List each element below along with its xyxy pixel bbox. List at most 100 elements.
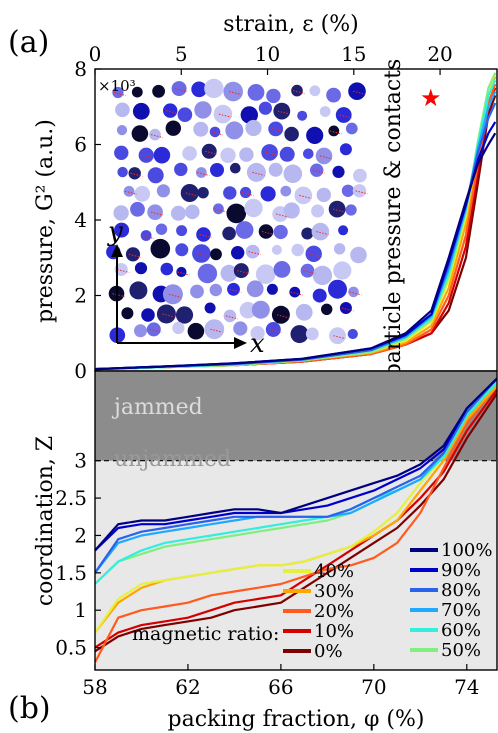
particle [195, 167, 207, 178]
particle [223, 309, 237, 323]
contact-chain [237, 270, 250, 275]
coordination-line-20pct [95, 385, 497, 664]
legend-label: 100% [441, 540, 492, 561]
particle [201, 143, 217, 159]
particle [147, 204, 163, 220]
contact-chain [218, 113, 232, 118]
particle [279, 146, 295, 162]
particle [235, 221, 254, 239]
contact-chain [112, 293, 125, 298]
panel-b-label: (b) [8, 691, 51, 726]
inset-x-label: x [250, 329, 265, 359]
particle [230, 162, 241, 174]
particle [210, 163, 224, 177]
contact-chain [150, 211, 164, 216]
x-top-tick-label: 15 [341, 42, 366, 66]
pressure-line-100pct [95, 132, 497, 371]
particle [114, 222, 130, 238]
x-top-tick-label: 10 [255, 42, 280, 66]
inset-y-label: y [107, 217, 123, 247]
y-tick-label: 1 [74, 598, 87, 622]
contact-chain [290, 291, 303, 296]
particle [222, 226, 236, 241]
legend-label: 40% [314, 561, 354, 582]
particle [114, 145, 129, 160]
particle [172, 321, 185, 335]
particle [326, 87, 341, 103]
particle [289, 286, 301, 298]
pressure-series-group [95, 72, 497, 371]
particle [246, 162, 266, 182]
contact-chain [150, 134, 164, 139]
contact-chain [185, 192, 198, 197]
particle [121, 307, 134, 320]
contact-chain [332, 208, 346, 213]
particle [265, 322, 281, 337]
particle [220, 147, 236, 163]
contact-chain [319, 155, 333, 160]
coordination-line-90pct [95, 377, 497, 552]
particle [130, 201, 145, 217]
particle [246, 280, 264, 298]
particle [348, 286, 359, 298]
particle [301, 227, 314, 240]
particle [220, 264, 238, 282]
contact-chain [309, 253, 322, 258]
particle [260, 186, 276, 202]
legend-label: 50% [441, 640, 481, 661]
particle [305, 327, 319, 341]
particle [280, 185, 292, 197]
particle [316, 187, 331, 203]
contact-chain [214, 208, 227, 213]
y-tick-label: 0.5 [55, 636, 87, 660]
x-tick-label: 74 [454, 675, 479, 699]
particle [332, 165, 345, 178]
y-tick-label: 6 [74, 133, 87, 157]
particle [131, 125, 149, 142]
particle [335, 107, 352, 123]
contact-chain [205, 150, 218, 155]
particle [213, 104, 233, 124]
particle [192, 244, 211, 263]
contact-chain [229, 288, 242, 293]
unjammed-label: unjammed [114, 447, 231, 472]
legend-label: 10% [314, 621, 354, 642]
coordination-line-40pct [95, 381, 497, 634]
particle [204, 302, 216, 314]
packing-axis-label: packing fraction, φ (%) [168, 707, 425, 732]
particle [147, 167, 164, 184]
contact-chain [229, 91, 242, 96]
particle [131, 86, 143, 98]
particle [132, 102, 150, 120]
particle [258, 101, 272, 115]
coordination-line-80pct [95, 377, 497, 574]
contact-chain [271, 128, 284, 133]
particle [129, 281, 148, 300]
particle [134, 185, 151, 202]
particle [312, 265, 333, 286]
particle [345, 122, 358, 135]
particle [283, 164, 303, 184]
particle [210, 248, 222, 261]
particle [196, 227, 211, 242]
particle [194, 101, 212, 119]
legend-label: 30% [314, 581, 354, 602]
particle [305, 245, 322, 262]
x-top-tick-label: 20 [427, 42, 452, 66]
jammed-label: jammed [111, 395, 203, 420]
coordination-axes-frame [94, 370, 498, 671]
particle [233, 321, 248, 336]
particle [117, 166, 128, 178]
particle [191, 81, 207, 98]
particle [197, 187, 209, 199]
contact-chain [142, 154, 155, 159]
contact-chain [333, 335, 346, 340]
strain-axis-label: strain, ε (%) [223, 12, 358, 37]
particle [339, 302, 352, 314]
particle [152, 84, 166, 98]
particle [204, 78, 224, 99]
contact-chain [269, 329, 282, 333]
contact-chain [177, 271, 190, 276]
particle [149, 128, 161, 141]
